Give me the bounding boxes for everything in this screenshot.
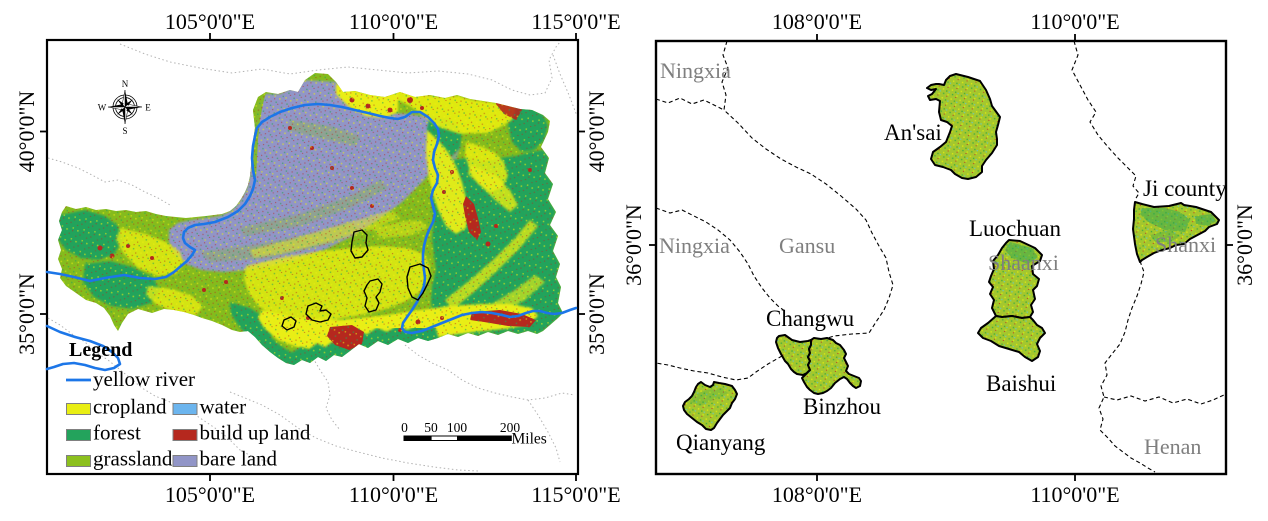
svg-text:115°0'0"E: 115°0'0"E (531, 482, 620, 507)
svg-text:N: N (122, 79, 129, 89)
svg-text:40°0'0"N: 40°0'0"N (584, 91, 609, 173)
svg-text:Shanxi: Shanxi (1155, 232, 1216, 257)
svg-text:cropland: cropland (93, 395, 167, 419)
svg-text:Luochuan: Luochuan (969, 216, 1061, 241)
svg-text:105°0'0"E: 105°0'0"E (165, 9, 255, 34)
svg-text:grassland: grassland (93, 447, 173, 471)
svg-text:Ningxia: Ningxia (660, 58, 731, 83)
svg-text:108°0'0"E: 108°0'0"E (772, 482, 862, 507)
svg-text:forest: forest (93, 421, 141, 445)
svg-text:36°0'0"N: 36°0'0"N (1232, 204, 1257, 286)
svg-text:0: 0 (401, 420, 408, 435)
svg-text:S: S (122, 126, 127, 136)
svg-text:Ningxia: Ningxia (659, 233, 730, 258)
svg-text:Shaanxi: Shaanxi (988, 250, 1059, 275)
svg-text:An'sai: An'sai (884, 120, 942, 145)
svg-text:36°0'0"N: 36°0'0"N (621, 204, 646, 286)
svg-text:Baishui: Baishui (986, 371, 1056, 396)
svg-text:Legend: Legend (69, 339, 132, 361)
svg-text:bare land: bare land (200, 447, 278, 471)
svg-text:Binzhou: Binzhou (803, 394, 881, 419)
svg-text:110°0'0"E: 110°0'0"E (349, 9, 438, 34)
svg-text:build up land: build up land (200, 421, 311, 445)
svg-text:35°0'0"N: 35°0'0"N (14, 273, 39, 355)
svg-text:Changwu: Changwu (766, 306, 855, 331)
svg-text:Qianyang: Qianyang (676, 430, 766, 455)
svg-text:W: W (98, 103, 107, 113)
svg-text:Ji county: Ji county (1143, 176, 1227, 201)
svg-text:108°0'0"E: 108°0'0"E (772, 9, 862, 34)
svg-text:Henan: Henan (1144, 434, 1201, 459)
svg-text:E: E (145, 103, 151, 113)
svg-text:110°0'0"E: 110°0'0"E (349, 482, 438, 507)
svg-text:115°0'0"E: 115°0'0"E (531, 9, 620, 34)
svg-text:105°0'0"E: 105°0'0"E (165, 482, 255, 507)
svg-text:110°0'0"E: 110°0'0"E (1030, 482, 1119, 507)
svg-text:Miles: Miles (512, 431, 547, 448)
svg-text:yellow river: yellow river (93, 367, 195, 391)
svg-text:water: water (200, 395, 247, 419)
svg-text:200: 200 (500, 420, 521, 435)
svg-text:110°0'0"E: 110°0'0"E (1030, 9, 1119, 34)
svg-text:50: 50 (424, 420, 438, 435)
svg-text:Gansu: Gansu (779, 233, 835, 258)
svg-text:100: 100 (447, 420, 468, 435)
svg-text:40°0'0"N: 40°0'0"N (14, 91, 39, 173)
svg-text:35°0'0"N: 35°0'0"N (584, 273, 609, 355)
